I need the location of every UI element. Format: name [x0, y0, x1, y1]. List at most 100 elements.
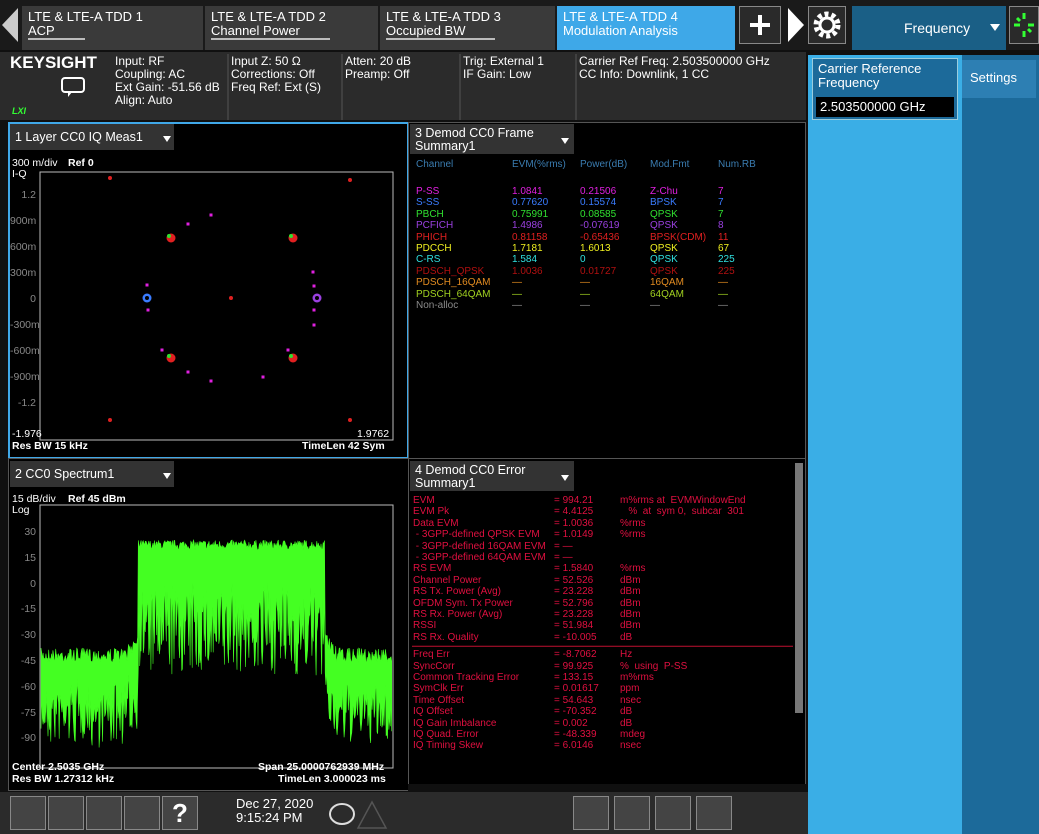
redo-button[interactable] — [86, 796, 122, 830]
table-cell: QPSK — [650, 220, 678, 232]
iq-title[interactable]: 1 Layer CC0 IQ Meas1 — [10, 124, 174, 150]
table-cell: 0.21506 — [580, 186, 617, 197]
constellation-point — [312, 323, 316, 327]
y-tick-label: 30 — [24, 526, 36, 538]
table-cell: PDCCH — [416, 243, 452, 254]
touch-button[interactable] — [614, 796, 650, 830]
table-cell: PHICH — [416, 231, 448, 243]
frame-title[interactable]: 3 Demod CC0 Frame Summary1 — [410, 124, 574, 154]
tab[interactable]: LTE & LTE-A TDD 4 Modulation Analysis — [557, 6, 735, 50]
side-panel — [808, 55, 962, 834]
error-clip — [408, 784, 808, 792]
settings-gear[interactable] — [808, 6, 846, 44]
table-cell: — — [580, 277, 590, 289]
tab[interactable]: LTE & LTE-A TDD 3 Occupied BW — [380, 6, 555, 50]
error-label: Channel Power — [413, 574, 482, 586]
y-tick-label: -30 — [20, 629, 36, 642]
spectrum-trace — [40, 538, 393, 748]
error-value: = 99.925 — [554, 660, 594, 672]
menu-title[interactable]: Frequency — [852, 6, 1006, 50]
info-text: Coupling: AC — [115, 67, 186, 81]
error-title-1: 4 Demod CC0 Error — [415, 463, 526, 477]
scrollbar[interactable] — [795, 463, 803, 713]
table-cell: Z-Chu — [650, 186, 678, 197]
iq-title-text: 1 Layer CC0 IQ Meas1 — [15, 130, 143, 144]
iq-window[interactable] — [8, 122, 409, 459]
info-text: CC Info: Downlink, 1 CC — [579, 67, 710, 81]
carrier-ref-control[interactable]: Carrier Reference Frequency 2.503500000 … — [812, 58, 958, 120]
settings-tab[interactable]: Settings — [962, 60, 1036, 98]
control-value[interactable]: 2.503500000 GHz — [816, 97, 954, 117]
constellation-point — [315, 296, 319, 300]
constellation-point — [261, 375, 265, 379]
chat-icons[interactable] — [328, 798, 388, 830]
info-text: Atten: 20 dB — [345, 54, 412, 68]
error-unit: Hz — [620, 649, 633, 661]
spectrum-time-len: TimeLen 3.000023 ms — [278, 773, 386, 785]
error-window[interactable] — [408, 458, 806, 791]
menu-title-text: Frequency — [904, 20, 971, 36]
table-cell: — — [512, 277, 522, 289]
error-label: Common Tracking Error — [413, 672, 520, 683]
back-arrow[interactable] — [0, 6, 20, 44]
error-label: RS Tx. Power (Avg) — [413, 586, 501, 598]
error-value: = -10.005 — [554, 631, 597, 643]
y-tick-label: -300m — [10, 319, 40, 331]
error-value: = 0.002 — [554, 717, 588, 729]
error-unit: mdeg — [620, 729, 646, 740]
tab[interactable]: LTE & LTE-A TDD 2 Channel Power — [205, 6, 378, 50]
spectrum-title[interactable]: 2 CC0 Spectrum1 — [10, 461, 174, 487]
remote-icon[interactable] — [60, 76, 88, 100]
file-button[interactable] — [124, 796, 160, 830]
tab-measurement: Channel Power — [211, 24, 330, 40]
error-label: Data EVM — [413, 517, 459, 529]
error-label: Freq Err — [413, 649, 450, 661]
table-cell: P-SS — [416, 186, 440, 197]
tab-name: LTE & LTE-A TDD 1 — [28, 9, 143, 24]
info-text: Input Z: 50 Ω — [231, 54, 301, 68]
preset-button[interactable] — [573, 796, 609, 830]
error-unit: dBm — [620, 609, 641, 620]
constellation-point — [145, 296, 149, 300]
table-cell: S-SS — [416, 197, 440, 209]
constellation-point — [286, 348, 290, 352]
error-value: = 23.228 — [554, 609, 594, 620]
constellation-point — [145, 283, 149, 287]
undo-button[interactable] — [48, 796, 84, 830]
table-cell: — — [512, 300, 522, 311]
add-tab-button[interactable] — [739, 6, 781, 44]
tab-measurement: ACP — [28, 24, 85, 40]
table-cell: — — [650, 300, 660, 311]
forward-arrow[interactable] — [786, 6, 806, 44]
clock: Dec 27, 2020 9:15:24 PM — [236, 797, 313, 825]
error-unit: dB — [620, 631, 633, 643]
error-unit: dBm — [620, 586, 641, 598]
windows-button[interactable] — [10, 796, 46, 830]
error-label: RSSI — [413, 620, 437, 632]
error-value: = 52.526 — [554, 574, 594, 586]
column-header: Power(dB) — [580, 159, 628, 170]
info-text: Input: RF — [115, 54, 165, 68]
error-label: RS EVM — [413, 563, 452, 575]
table-cell: 0.81158 — [512, 231, 548, 243]
info-text: Trig: External 1 — [463, 54, 544, 68]
constellation-point — [167, 354, 171, 358]
spectrum-title-text: 2 CC0 Spectrum1 — [15, 467, 115, 481]
table-cell: 7 — [718, 197, 724, 209]
fullscreen-button[interactable] — [696, 796, 732, 830]
y-tick-label: -600m — [10, 345, 40, 357]
error-unit: m%rms — [620, 672, 654, 683]
column-header: Num.RB — [718, 159, 756, 170]
y-tick-label: -15 — [20, 603, 36, 616]
table-cell: 1.0036 — [512, 265, 543, 277]
y-tick-label: 0 — [30, 293, 36, 305]
table-cell: 16QAM — [650, 277, 684, 289]
error-title[interactable]: 4 Demod CC0 Error Summary1 — [410, 461, 574, 491]
layout-button[interactable] — [655, 796, 691, 830]
table-cell: Non-alloc — [416, 300, 459, 311]
table-cell: 8 — [718, 220, 724, 232]
help-button[interactable]: ? — [162, 796, 198, 830]
tab[interactable]: LTE & LTE-A TDD 1 ACP — [22, 6, 203, 50]
